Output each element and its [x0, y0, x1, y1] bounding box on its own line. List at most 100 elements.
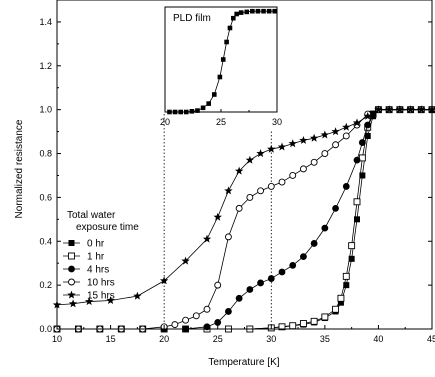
- data-point: [299, 165, 307, 173]
- inset-data-point: [250, 8, 255, 14]
- data-point: [310, 158, 318, 166]
- data-point: [342, 122, 351, 131]
- data-point: [331, 127, 340, 136]
- data-point: [320, 130, 330, 139]
- data-point: [257, 187, 265, 195]
- inset-data-point: [195, 108, 200, 113]
- data-point: [309, 133, 319, 142]
- legend-title-line1: Total water: [67, 210, 116, 221]
- data-point: [342, 272, 350, 280]
- data-point: [337, 299, 344, 306]
- data-point: [278, 323, 286, 331]
- data-point: [288, 139, 297, 148]
- data-point: [353, 198, 361, 206]
- inset-data-point: [261, 8, 266, 14]
- data-point: [246, 286, 254, 293]
- data-point: [257, 279, 264, 287]
- data-point: [246, 193, 254, 201]
- data-point: [348, 255, 355, 262]
- data-point: [299, 135, 308, 144]
- inset-data-point: [255, 8, 261, 14]
- data-point: [321, 224, 329, 232]
- data-point: [68, 299, 78, 308]
- x-tick-label: 30: [266, 334, 276, 344]
- data-point: [256, 149, 265, 158]
- y-tick-label: 0.6: [39, 192, 52, 202]
- legend-items: 0 hr 1 hr 4 hrs 10 hrs 15 hrs: [63, 239, 115, 302]
- legend-item: 15 hrs: [63, 291, 115, 302]
- inset-data-point: [206, 101, 211, 106]
- data-point: [374, 105, 383, 114]
- inset-data-point: [231, 15, 236, 21]
- inset-data-point: [244, 9, 250, 15]
- data-point: [343, 282, 350, 289]
- data-point: [84, 297, 94, 306]
- data-point: [358, 139, 366, 146]
- inset-data-point: [217, 74, 223, 80]
- data-point: [159, 276, 169, 285]
- y-axis-label: Normalized resistance: [14, 119, 25, 218]
- data-point: [213, 212, 222, 221]
- data-point: [245, 155, 255, 164]
- legend-label: 15 hrs: [87, 291, 115, 302]
- data-point: [277, 142, 287, 151]
- data-point: [342, 132, 350, 140]
- legend-label: 0 hr: [87, 239, 105, 250]
- data-point: [214, 281, 222, 289]
- inset-data-point: [266, 8, 272, 14]
- legend-item: 1 hr: [63, 252, 105, 263]
- data-point: [395, 105, 405, 114]
- data-point: [235, 294, 243, 302]
- data-point: [321, 313, 329, 321]
- y-tick-label: 1.0: [39, 105, 52, 115]
- data-point: [289, 172, 297, 179]
- legend-marker: [68, 265, 75, 273]
- inset-axes: 20 25 30: [160, 109, 282, 127]
- data-point: [348, 242, 356, 250]
- x-tick-label: 35: [320, 334, 330, 344]
- inset-data-point: [227, 25, 233, 31]
- data-point: [192, 312, 200, 320]
- legend-marker: [68, 252, 75, 260]
- legend-marker: [68, 240, 75, 246]
- legend-label: 1 hr: [87, 252, 105, 263]
- data-point: [235, 204, 243, 212]
- legend-item: 0 hr: [63, 239, 105, 250]
- data-point: [310, 317, 318, 325]
- inset-x-tick-label: 25: [216, 117, 226, 127]
- data-point: [337, 294, 345, 302]
- data-point: [234, 166, 244, 175]
- data-point: [364, 121, 372, 129]
- data-point: [171, 321, 179, 329]
- data-point: [384, 105, 394, 114]
- y-tick-label: 1.4: [39, 17, 52, 27]
- data-point: [267, 182, 275, 190]
- data-point: [364, 132, 371, 139]
- data-point: [289, 261, 297, 269]
- x-axis-label: Temperature [K]: [208, 357, 279, 368]
- y-tick-label: 0.0: [39, 324, 52, 334]
- series-line-4: [56, 109, 432, 306]
- x-tick-label: 25: [213, 334, 223, 344]
- main-axes: 10 15 20 25 30 35 40 45 0.0 0.2 0.4 0.6 0.8 1.0 1.2 1.4: [39, 0, 435, 344]
- y-tick-label: 0.8: [39, 149, 52, 159]
- y-tick-label: 0.4: [39, 236, 52, 246]
- inset-title: PLD film: [173, 13, 211, 24]
- inset-data-point: [200, 105, 206, 111]
- data-point: [182, 316, 190, 324]
- series-4: [52, 105, 435, 309]
- legend-label: 10 hrs: [87, 278, 115, 289]
- data-point: [417, 105, 426, 114]
- legend-label: 4 hrs: [87, 265, 109, 276]
- data-point: [359, 172, 366, 179]
- data-point: [133, 291, 142, 300]
- data-point: [352, 118, 362, 127]
- inset-data-point: [211, 92, 217, 97]
- y-tick-label: 1.2: [39, 61, 52, 71]
- legend: Total water exposure time 0 hr 1 hr 4 hrs 1…: [63, 210, 139, 302]
- data-point: [214, 319, 222, 326]
- data-point: [299, 320, 307, 327]
- data-point: [332, 204, 339, 212]
- data-point: [225, 308, 232, 315]
